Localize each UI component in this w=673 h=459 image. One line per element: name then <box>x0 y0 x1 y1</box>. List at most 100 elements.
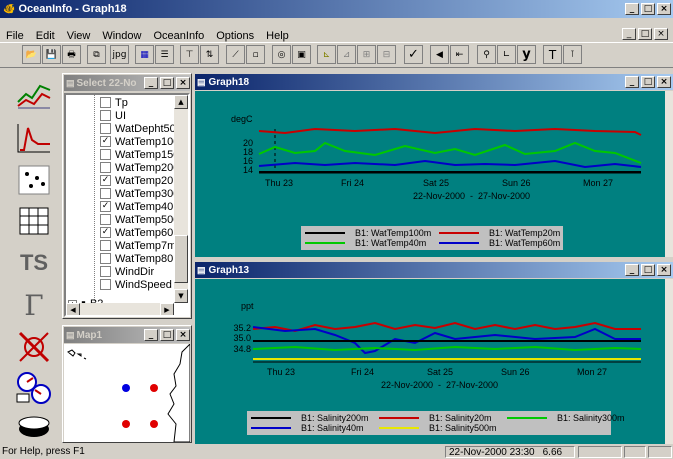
menu-help[interactable]: Help <box>266 30 289 42</box>
wind-rose-tool[interactable] <box>14 327 54 367</box>
distribution-tool[interactable] <box>14 118 54 158</box>
map-minimize-button[interactable]: _ <box>144 329 158 341</box>
tree-scroll-left[interactable]: ◀ <box>66 303 80 315</box>
grid-icon[interactable]: ⊞ <box>357 45 376 64</box>
tree-item[interactable]: ✓ WatTemp60m <box>100 226 182 239</box>
tree-item[interactable]: ✓ WatTemp40m <box>100 200 182 213</box>
graph18-vscrollbar[interactable] <box>665 91 673 257</box>
grid2-icon[interactable]: ⊟ <box>377 45 396 64</box>
arrow-left-icon[interactable]: ◀ <box>430 45 449 64</box>
text2-icon[interactable]: ⊺ <box>563 45 582 64</box>
tree-item-checkbox[interactable] <box>100 266 111 277</box>
tree-item[interactable]: WatTemp150m <box>100 148 188 161</box>
menu-edit[interactable]: Edit <box>35 30 55 42</box>
export-jpg-button[interactable]: jpg <box>110 45 129 64</box>
tree-item[interactable]: ✓ WatTemp100m <box>100 135 188 148</box>
tree-hscrollbar[interactable]: ◀ ▶ <box>66 303 174 315</box>
tree-vscrollbar[interactable]: ▲ ▼ <box>174 95 188 303</box>
mdi-close-button[interactable]: × <box>654 28 668 40</box>
tree-item-checkbox[interactable] <box>100 188 111 199</box>
text-button[interactable]: T <box>543 45 562 64</box>
chart-settings-icon[interactable]: ▣ <box>292 45 311 64</box>
mdi-restore-button[interactable]: □ <box>638 28 652 40</box>
tree-item[interactable]: WindDir <box>100 265 154 278</box>
tree-item-checkbox[interactable] <box>100 149 111 160</box>
tree-item[interactable]: WatTemp7m <box>100 239 176 252</box>
mdi-minimize-button[interactable]: _ <box>622 28 636 40</box>
print-icon[interactable]: 🖶 <box>62 45 81 64</box>
map-canvas[interactable] <box>64 344 190 442</box>
list-icon[interactable]: ☰ <box>155 45 174 64</box>
menu-oceaninfo[interactable]: OceanInfo <box>153 30 205 42</box>
copy-icon[interactable]: ⧉ <box>87 45 106 64</box>
target-icon[interactable]: ◎ <box>272 45 291 64</box>
zoom-icon[interactable]: ⚲ <box>477 45 496 64</box>
axis-icon[interactable]: ∟ <box>497 45 516 64</box>
scatter-tool[interactable] <box>14 160 54 200</box>
menu-view[interactable]: View <box>66 30 91 42</box>
tree-item-checkbox[interactable]: ✓ <box>100 175 111 186</box>
tree-item-checkbox[interactable] <box>100 123 111 134</box>
maximize-button[interactable]: □ <box>641 3 655 15</box>
tree-item-checkbox[interactable] <box>100 214 111 225</box>
map-close-button[interactable]: × <box>176 329 190 341</box>
tree-item-checkbox[interactable] <box>100 279 111 290</box>
tree-item[interactable]: WindSpeed <box>100 278 172 291</box>
graph13-close-button[interactable]: × <box>657 264 671 276</box>
tree-item[interactable]: WatTemp500m <box>100 213 188 226</box>
gauge-tool[interactable] <box>14 368 54 408</box>
menu-window[interactable]: Window <box>102 30 142 42</box>
tree-item[interactable]: WatDepht500m <box>100 122 188 135</box>
graph-icon[interactable]: ⊾ <box>317 45 336 64</box>
tree-item-checkbox[interactable]: ✓ <box>100 227 111 238</box>
tree-scroll-thumb[interactable] <box>174 235 188 283</box>
tree-item[interactable]: UI <box>100 109 126 122</box>
graph13-maximize-button[interactable]: □ <box>641 264 655 276</box>
sort-icon[interactable]: ⇅ <box>200 45 219 64</box>
graph2-icon[interactable]: ⊿ <box>337 45 356 64</box>
graph13-minimize-button[interactable]: _ <box>625 264 639 276</box>
color-icon[interactable]: ▦ <box>135 45 154 64</box>
marker-icon[interactable]: ▫ <box>246 45 265 64</box>
graph18-maximize-button[interactable]: □ <box>641 76 655 88</box>
tree-item-checkbox[interactable] <box>100 240 111 251</box>
tree-item-checkbox[interactable] <box>100 97 111 108</box>
select-minimize-button[interactable]: _ <box>144 77 158 89</box>
table-tool[interactable] <box>14 201 54 241</box>
graph13-plot[interactable]: ppt 35.235.034.8 <box>195 279 665 444</box>
save-icon[interactable]: 💾 <box>42 45 61 64</box>
tree-item[interactable]: WatTemp80m <box>100 252 182 265</box>
check-icon[interactable]: ✓ <box>404 45 423 64</box>
graph13-vscrollbar[interactable] <box>665 279 673 444</box>
map-maximize-button[interactable]: □ <box>160 329 174 341</box>
tree-item[interactable]: Tp <box>100 96 128 109</box>
select-maximize-button[interactable]: □ <box>160 77 174 89</box>
close-button[interactable]: × <box>657 3 671 15</box>
tree-item-checkbox[interactable] <box>100 253 111 264</box>
minimize-button[interactable]: _ <box>625 3 639 15</box>
tree-item[interactable]: WatTemp300m <box>100 187 188 200</box>
tree-scroll-up[interactable]: ▲ <box>174 95 188 109</box>
arrow-left-bar-icon[interactable]: ⇤ <box>450 45 469 64</box>
graph18-minimize-button[interactable]: _ <box>625 76 639 88</box>
tree-item-checkbox[interactable] <box>100 162 111 173</box>
tree-item-checkbox[interactable] <box>100 110 111 121</box>
menu-options[interactable]: Options <box>216 30 255 42</box>
disk-tool[interactable] <box>14 410 54 444</box>
line-chart-tool[interactable] <box>14 75 54 115</box>
tree-scroll-down[interactable]: ▼ <box>174 289 188 303</box>
graph18-close-button[interactable]: × <box>657 76 671 88</box>
gamma-tool[interactable]: Γ <box>14 285 54 325</box>
line-icon[interactable]: ⟋ <box>226 45 245 64</box>
menu-file[interactable]: File <box>6 30 24 42</box>
select-close-button[interactable]: × <box>176 77 190 89</box>
tree-item[interactable]: ✓ WatTemp20m <box>100 174 182 187</box>
ts-tool[interactable]: TS <box>14 243 54 283</box>
y-axis-button[interactable]: y <box>517 45 536 64</box>
open-icon[interactable]: 📂 <box>22 45 41 64</box>
tree-scroll-right[interactable]: ▶ <box>160 303 174 315</box>
tree-item-checkbox[interactable]: ✓ <box>100 201 111 212</box>
align-icon[interactable]: ⊤ <box>180 45 199 64</box>
tree-item[interactable]: WatTemp200m <box>100 161 188 174</box>
